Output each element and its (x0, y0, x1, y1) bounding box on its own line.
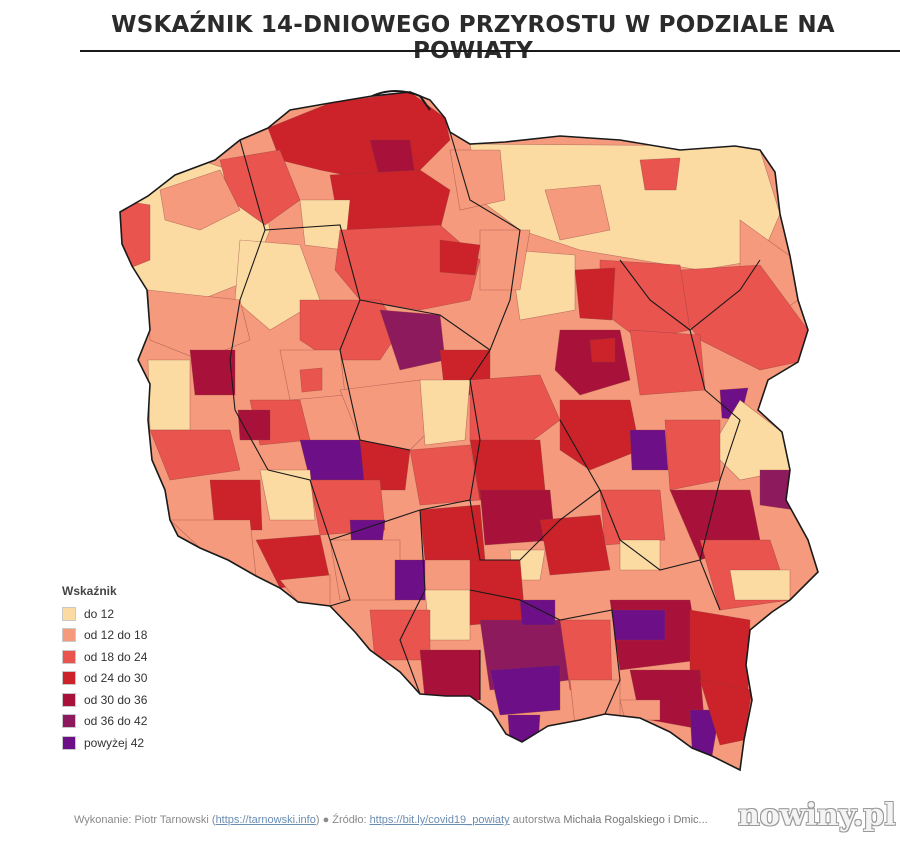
border-line (469, 589, 621, 715)
legend-title: Wskaźnik (62, 584, 117, 598)
title-underline (80, 50, 900, 52)
region-glogow (237, 409, 271, 441)
voivodeship-borders (229, 131, 761, 715)
region-warszawa (589, 337, 616, 363)
region-koszalin (159, 169, 241, 231)
border-line (229, 139, 269, 471)
legend-label: od 36 do 42 (84, 714, 148, 729)
legend-item: od 24 do 30 (62, 668, 147, 690)
region-stalowa-wola (611, 609, 666, 641)
legend-swatch (62, 714, 76, 729)
region-olkusz (519, 599, 556, 626)
region-poznan-city (299, 367, 323, 393)
border-line (469, 379, 601, 561)
map-legend: Wskaźnik do 12 od 12 do 18 od 18 do 24 od 2… (62, 584, 147, 754)
footer-suffix: autorstwa (509, 814, 564, 826)
region-elk (639, 157, 681, 191)
region-lubuskie-west (147, 359, 191, 431)
legend-item: od 36 do 42 (62, 711, 147, 733)
legend-item: od 30 do 36 (62, 689, 147, 711)
legend-label: od 12 do 18 (84, 628, 148, 643)
page-title: WSKAŹNIK 14-DNIOWEGO PRZYROSTU W PODZIAL… (111, 12, 835, 64)
legend-items: do 12 od 12 do 18 od 18 do 24 od 24 do 30 od… (62, 603, 147, 754)
region-kutno (419, 379, 471, 446)
footer-credits: Wykonanie: Piotr Tarnowski (https://tarn… (74, 814, 708, 826)
region-jelenia-gora (169, 519, 257, 577)
region-legnica (259, 469, 316, 521)
region-ciechanow (574, 267, 616, 321)
region-torun (439, 239, 481, 276)
footer-author: Piotr Tarnowski (134, 814, 209, 826)
region-wielkopolska-north (299, 299, 401, 361)
region-tomaszow-lub (729, 569, 791, 601)
legend-label: od 24 do 30 (84, 671, 148, 686)
legend-swatch (62, 628, 76, 643)
region-pila (234, 239, 321, 331)
region-miedzyrzecz (189, 349, 236, 396)
region-elblag (449, 149, 506, 211)
region-lublin (629, 429, 669, 471)
region-zary (209, 479, 263, 531)
border-line (449, 131, 521, 381)
border-line (359, 299, 491, 351)
region-ostrowiec (599, 489, 666, 546)
region-lublin-area (664, 419, 721, 491)
border-line (559, 419, 701, 571)
hel-peninsula (371, 90, 431, 111)
legend-label: do 12 (84, 606, 115, 621)
legend-swatch (62, 692, 76, 707)
legend-swatch (62, 735, 76, 750)
region-bielsko (419, 649, 481, 701)
border-line (264, 224, 411, 451)
region-radom (559, 399, 641, 471)
legend-swatch (62, 671, 76, 686)
nowiny-watermark: nowiny.pl (738, 798, 896, 833)
region-kielce (539, 514, 611, 576)
region-katowice (469, 559, 526, 626)
region-jaslo (619, 699, 661, 721)
legend-swatch (62, 606, 76, 621)
region-olsztyn (544, 184, 611, 241)
border-line (689, 329, 741, 611)
legend-item: od 12 do 18 (62, 625, 147, 647)
region-zakopane (489, 664, 561, 716)
border-line (399, 509, 426, 695)
source-link[interactable]: https://bit.ly/covid19_powiaty (369, 814, 510, 826)
region-mlawa (509, 249, 576, 321)
legend-label: powyżej 42 (84, 735, 145, 750)
author-link[interactable]: https://tarnowski.info (215, 814, 316, 826)
legend-item: od 18 do 24 (62, 646, 147, 668)
legend-item: do 12 (62, 603, 147, 625)
region-zielona-gora (149, 429, 241, 481)
region-sieradz (409, 444, 481, 506)
region-lodz (469, 374, 561, 451)
legend-item: powyżej 42 (62, 732, 147, 754)
footer-source-label: Źródło: (332, 814, 370, 826)
footer-source-author: Michała Rogalskiego i Dmic... (563, 814, 708, 826)
footer-prefix: Wykonanie: (74, 814, 135, 826)
legend-label: od 30 do 36 (84, 692, 148, 707)
legend-swatch (62, 649, 76, 664)
legend-label: od 18 do 24 (84, 649, 148, 664)
region-nowy-sacz (569, 679, 621, 726)
region-gliwice (424, 589, 471, 641)
region-kedzierzyn (394, 559, 426, 601)
region-siedlce (629, 329, 706, 396)
